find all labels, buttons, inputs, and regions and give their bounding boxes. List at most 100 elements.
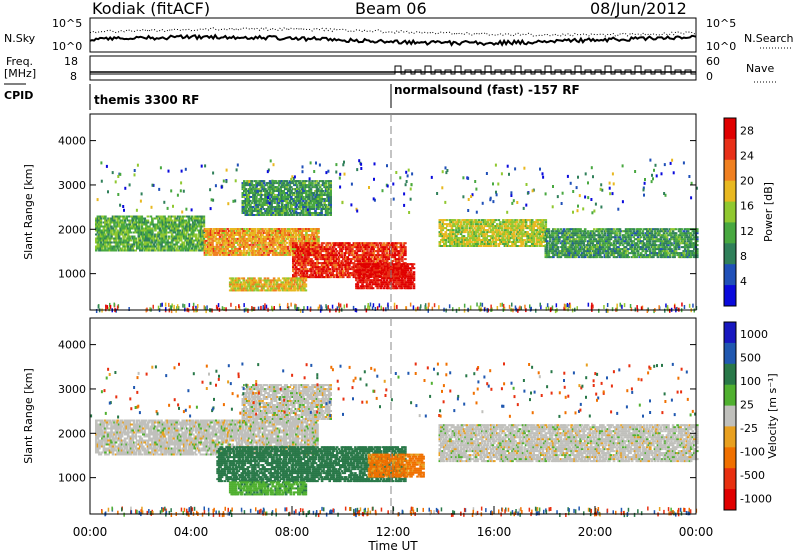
data-cell-0-0 bbox=[189, 233, 192, 236]
data-cell-0-1 bbox=[274, 234, 278, 236]
data-cell-0-4 bbox=[236, 281, 239, 284]
beam-title: Beam 06 bbox=[355, 0, 427, 18]
data-cell-0-6 bbox=[600, 230, 604, 233]
data-cell-0-2 bbox=[302, 264, 306, 267]
data-cell-0-0 bbox=[126, 237, 130, 240]
data-cell-0-6 bbox=[579, 232, 582, 235]
data-cell-0-4 bbox=[286, 279, 289, 282]
data-cell-0-1 bbox=[217, 239, 220, 242]
data-cell-0-1 bbox=[221, 239, 225, 242]
data-cell-0-0 bbox=[107, 225, 110, 228]
data-cell-0-1 bbox=[235, 247, 238, 250]
data-cell-0-0 bbox=[98, 227, 101, 230]
data-cell-0-1 bbox=[203, 241, 207, 244]
data-cell-0-0 bbox=[104, 217, 107, 220]
data-cell-0-5 bbox=[486, 241, 490, 243]
data-cell-0-2 bbox=[316, 276, 319, 279]
data-cell-0-6 bbox=[591, 242, 595, 245]
data-cell-0-5 bbox=[449, 239, 452, 241]
data-cell-0-1 bbox=[303, 237, 307, 240]
data-cell-0-4 bbox=[263, 283, 267, 286]
data-cell-0-5 bbox=[452, 239, 455, 241]
data-cell-0-1 bbox=[224, 234, 228, 236]
data-cell-0-2 bbox=[326, 250, 330, 253]
data-cell-0-1 bbox=[305, 228, 308, 230]
data-cell-0-2 bbox=[302, 252, 306, 255]
data-cell-0-1 bbox=[246, 241, 249, 244]
data-cell-0-1 bbox=[259, 247, 263, 250]
data-cell-0-0 bbox=[148, 231, 151, 234]
data-cell-0-1 bbox=[261, 253, 264, 256]
data-cell-0-2 bbox=[343, 260, 347, 263]
data-cell-0-1 bbox=[294, 235, 298, 238]
data-cell-0-0 bbox=[125, 229, 128, 232]
data-cell-0-0 bbox=[111, 221, 115, 224]
data-cell-0-1 bbox=[218, 230, 222, 232]
data-cell-0-0 bbox=[178, 215, 181, 218]
data-cell-0-2 bbox=[378, 260, 381, 263]
data-cell-0-3 bbox=[409, 269, 413, 272]
data-cell-0-0 bbox=[199, 243, 203, 246]
data-cell-0-2 bbox=[317, 274, 321, 277]
data-cell-0-3 bbox=[408, 283, 411, 286]
data-cell-0-0 bbox=[184, 245, 187, 248]
data-cell-0-4 bbox=[292, 279, 296, 282]
data-cell-0-0 bbox=[140, 235, 144, 238]
data-cell-0-2 bbox=[381, 258, 384, 261]
data-cell-0-3 bbox=[399, 287, 402, 290]
data-cell-0-5 bbox=[482, 223, 485, 226]
data-cell-0-0 bbox=[182, 227, 186, 230]
data-cell-0-0 bbox=[110, 241, 113, 244]
data-cell-0-2 bbox=[313, 252, 316, 255]
data-cell-0-0 bbox=[137, 233, 141, 236]
data-cell-0-0 bbox=[95, 229, 98, 232]
data-cell-0-2 bbox=[310, 266, 313, 269]
data-cell-0-0 bbox=[105, 235, 109, 238]
data-cell-0-2 bbox=[314, 242, 318, 245]
data-cell-0-1 bbox=[246, 228, 249, 230]
data-cell-0-0 bbox=[140, 229, 144, 232]
data-cell-0-0 bbox=[119, 241, 122, 244]
data-cell-0-0 bbox=[108, 237, 112, 240]
data-cell-0-0 bbox=[198, 243, 201, 246]
data-cell-0-1 bbox=[211, 249, 214, 252]
data-cell-0-3 bbox=[370, 275, 373, 278]
data-cell-0-3 bbox=[402, 281, 405, 284]
data-cell-0-2 bbox=[331, 254, 334, 257]
data-cell-0-6 bbox=[552, 234, 555, 237]
data-cell-0-0 bbox=[201, 239, 204, 242]
data-cell-0-5 bbox=[520, 237, 523, 240]
data-cell-0-0 bbox=[190, 243, 194, 246]
data-cell-0-6 bbox=[571, 236, 575, 239]
data-cell-0-4 bbox=[238, 287, 241, 290]
data-cell-0-2 bbox=[348, 254, 351, 257]
data-cell-0-0 bbox=[105, 245, 109, 248]
data-cell-0-2 bbox=[325, 260, 328, 263]
data-cell-0-1 bbox=[230, 235, 234, 238]
data-cell-0-2 bbox=[352, 268, 356, 271]
data-cell-0-3 bbox=[402, 269, 405, 272]
data-cell-0-5 bbox=[473, 233, 476, 236]
data-cell-0-0 bbox=[114, 227, 118, 230]
data-cell-0-5 bbox=[482, 235, 485, 238]
data-cell-0-5 bbox=[446, 237, 449, 240]
data-cell-0-1 bbox=[282, 245, 285, 248]
data-cell-0-1 bbox=[220, 251, 223, 254]
data-cell-0-1 bbox=[253, 253, 257, 256]
data-cell-0-4 bbox=[230, 287, 233, 290]
data-cell-0-2 bbox=[381, 252, 384, 255]
data-cell-0-2 bbox=[335, 254, 339, 257]
data-cell-0-2 bbox=[358, 248, 362, 251]
data-cell-0-2 bbox=[301, 258, 304, 261]
data-cell-0-2 bbox=[369, 244, 372, 247]
data-cell-0-0 bbox=[107, 247, 110, 250]
data-cell-0-4 bbox=[301, 285, 305, 288]
data-cell-0-0 bbox=[186, 221, 189, 224]
data-cell-0-3 bbox=[358, 275, 361, 278]
data-cell-0-4 bbox=[244, 289, 247, 292]
data-cell-0-0 bbox=[146, 245, 150, 248]
data-cell-0-2 bbox=[390, 264, 394, 267]
data-cell-0-0 bbox=[99, 241, 103, 244]
data-cell-0-1 bbox=[259, 234, 263, 236]
data-cell-0-3 bbox=[383, 277, 387, 280]
